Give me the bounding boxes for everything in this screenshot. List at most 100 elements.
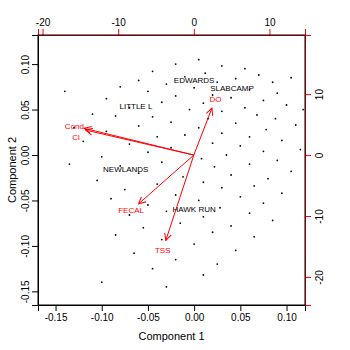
tick: -10 xyxy=(111,17,126,35)
y2-axis: -20-10010 xyxy=(305,36,325,306)
tick: -0.05 xyxy=(20,189,38,212)
tick-label: -0.15 xyxy=(45,312,68,323)
point xyxy=(295,124,297,126)
point xyxy=(212,231,214,233)
point xyxy=(235,122,237,124)
point xyxy=(115,234,117,236)
point xyxy=(161,161,163,163)
tick-mark xyxy=(32,110,38,111)
point xyxy=(302,109,304,111)
point xyxy=(290,170,292,172)
point xyxy=(198,200,200,202)
point xyxy=(202,216,204,218)
point xyxy=(82,140,84,142)
tick: -0.15 xyxy=(20,280,38,303)
tick-label: 10 xyxy=(314,89,325,101)
point xyxy=(161,239,163,241)
tick-label: 0.10 xyxy=(277,312,297,323)
tick: -0.05 xyxy=(137,305,160,323)
point xyxy=(216,81,218,83)
point xyxy=(175,194,177,196)
point xyxy=(129,143,131,145)
point xyxy=(64,90,66,92)
tick-mark xyxy=(269,29,270,35)
point xyxy=(239,145,241,147)
tick: 0 xyxy=(192,17,198,35)
point xyxy=(101,156,103,158)
tick: 0.05 xyxy=(20,100,38,120)
point xyxy=(212,142,214,144)
point xyxy=(138,80,140,82)
points xyxy=(64,59,304,288)
tick: -20 xyxy=(36,17,51,35)
point xyxy=(263,202,265,204)
tick-mark xyxy=(56,305,57,311)
point xyxy=(170,121,172,123)
point xyxy=(152,268,154,270)
point xyxy=(156,136,158,138)
point xyxy=(161,101,163,103)
tick-label: -0.10 xyxy=(91,312,114,323)
point xyxy=(69,163,71,165)
point xyxy=(244,68,246,70)
point xyxy=(276,92,278,94)
point xyxy=(221,132,223,134)
plot-frame xyxy=(38,35,305,305)
loading-arrow xyxy=(86,130,194,155)
x2-axis: -20 -10 0 10 xyxy=(36,17,306,36)
site-label: HAWK RUN xyxy=(173,205,216,214)
tick-mark xyxy=(305,277,311,278)
point xyxy=(166,83,168,85)
point xyxy=(249,163,251,165)
tick-mark xyxy=(118,29,119,35)
point xyxy=(230,97,232,99)
point xyxy=(230,174,232,176)
point xyxy=(253,185,255,187)
point xyxy=(286,104,288,106)
point xyxy=(101,281,103,283)
point xyxy=(170,147,172,149)
point xyxy=(105,98,107,100)
point xyxy=(263,150,265,152)
tick-mark xyxy=(102,305,103,311)
point xyxy=(221,187,223,189)
point xyxy=(175,95,177,97)
tick: 10 xyxy=(305,89,325,101)
point xyxy=(147,151,149,153)
y-axis: -0.15-0.10-0.050.000.050.10 xyxy=(20,36,39,306)
tick: -0.15 xyxy=(45,305,68,323)
tick-label: 10 xyxy=(264,17,276,28)
point xyxy=(281,192,283,194)
loading-label: Cl xyxy=(72,133,80,142)
point xyxy=(201,158,203,160)
loading-arrow xyxy=(166,155,194,240)
point xyxy=(290,77,292,79)
point xyxy=(263,100,265,102)
loading-arrows xyxy=(84,108,212,240)
point xyxy=(198,59,200,61)
point xyxy=(166,210,168,212)
point xyxy=(142,227,144,229)
tick: -10 xyxy=(305,209,325,224)
point xyxy=(221,110,223,112)
tick: 0 xyxy=(305,152,325,158)
point xyxy=(276,160,278,162)
loading-label: FECAL xyxy=(118,206,144,215)
point xyxy=(221,65,223,67)
point xyxy=(152,70,154,72)
point xyxy=(253,236,255,238)
point xyxy=(119,86,121,88)
loading-label: DO xyxy=(210,95,222,104)
tick-label: -0.10 xyxy=(20,235,31,258)
tick: 0.00 xyxy=(20,145,38,165)
tick-mark xyxy=(32,64,38,65)
point xyxy=(230,225,232,227)
tick-label: 0.00 xyxy=(20,145,31,165)
tick-label: -0.05 xyxy=(137,312,160,323)
tick-mark xyxy=(194,29,195,35)
point xyxy=(281,140,283,142)
point xyxy=(147,90,149,92)
point xyxy=(265,129,267,131)
tick-label: -10 xyxy=(314,209,325,224)
point xyxy=(175,63,177,65)
